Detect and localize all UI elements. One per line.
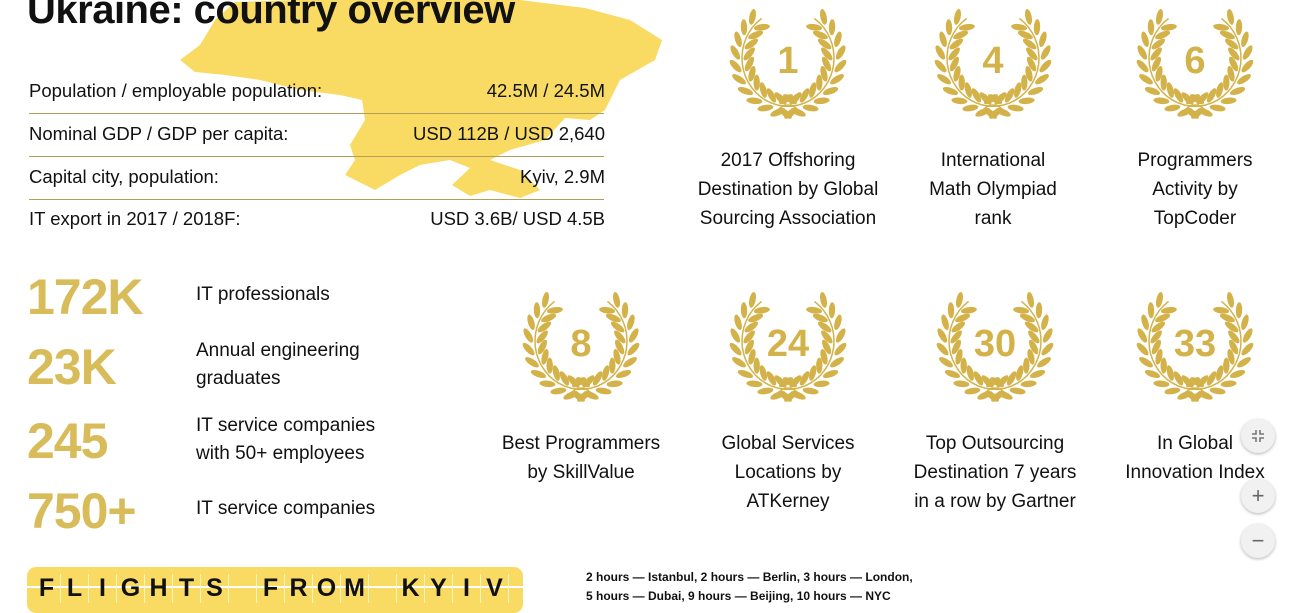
minus-icon: − xyxy=(1251,528,1265,553)
award-caption-line: Global Services xyxy=(721,433,855,454)
award-rank: 24 xyxy=(767,323,809,365)
award: 30 Top Outsourcing Destination 7 years in a… xyxy=(895,283,1095,516)
fit-screen-icon xyxy=(1252,430,1264,442)
award-caption: Top Outsourcing Destination 7 years in a r… xyxy=(895,429,1095,516)
award-caption-line: Sourcing Association xyxy=(699,208,877,229)
award-caption-line: Best Programmers xyxy=(501,433,661,454)
fact-value: USD 3.6B/ USD 4.5B xyxy=(430,208,605,229)
award-caption-line: TopCoder xyxy=(1153,208,1237,229)
award-caption: 2017 Offshoring Destination by Global Sour… xyxy=(688,146,888,233)
divider xyxy=(29,113,604,114)
page-title: Ukraine: country overview xyxy=(27,0,515,32)
zoom-in-button[interactable]: + xyxy=(1241,479,1275,513)
stat-label: IT service companies xyxy=(196,495,375,523)
award-caption-line: Programmers xyxy=(1137,150,1253,171)
stat-label-line: Annual engineering xyxy=(196,340,360,361)
stat-number: 172K xyxy=(27,269,144,325)
fact-label: Capital city, population: xyxy=(29,166,219,187)
award-caption-line: ATKerney xyxy=(746,491,830,512)
fit-screen-button[interactable] xyxy=(1241,419,1275,453)
award-caption: International Math Olympiad rank xyxy=(893,146,1093,233)
laurel-wreath-icon xyxy=(729,292,847,402)
divider xyxy=(29,199,604,200)
award-caption-line: Destination by Global xyxy=(697,179,879,200)
plus-icon: + xyxy=(1251,483,1265,508)
award-caption-line: Locations by xyxy=(734,462,842,483)
fact-row: Population / employable population: 42.5M… xyxy=(29,79,605,103)
award-rank: 8 xyxy=(570,323,591,365)
stat-label-line: IT professionals xyxy=(196,284,330,305)
award-caption-line: Destination 7 years xyxy=(913,462,1077,483)
award-caption: Programmers Activity by TopCoder xyxy=(1095,146,1295,233)
fact-label: Population / employable population: xyxy=(29,80,323,101)
ukraine-map xyxy=(180,0,662,198)
award-caption-line: in a row by Gartner xyxy=(914,491,1076,512)
fact-label: Nominal GDP / GDP per capita: xyxy=(29,123,289,144)
award: 1 2017 Offshoring Destination by Global Sou… xyxy=(688,0,888,233)
award-caption-line: Math Olympiad xyxy=(929,179,1057,200)
stat-number: 750+ xyxy=(27,483,137,539)
award: 4 International Math Olympiad rank xyxy=(893,0,1093,233)
stat-label: Annual engineering graduates xyxy=(196,337,360,393)
zoom-out-button[interactable]: − xyxy=(1241,524,1275,558)
laurel-wreath-icon xyxy=(729,9,847,119)
flight-times-line-1: 2 hours — Istanbul, 2 hours — Berlin, 3 … xyxy=(586,570,913,584)
award-caption-line: Top Outsourcing xyxy=(925,433,1065,454)
stat-label: IT service companies with 50+ employees xyxy=(196,412,375,468)
award-caption: In Global Innovation Index xyxy=(1095,429,1295,487)
award-caption: Global Services Locations by ATKerney xyxy=(688,429,888,516)
flight-times-line-2: 5 hours — Dubai, 9 hours — Beijing, 10 h… xyxy=(586,589,891,603)
fact-label: IT export in 2017 / 2018F: xyxy=(29,208,241,229)
laurel-wreath-icon xyxy=(522,292,640,402)
stat-label-line: graduates xyxy=(196,368,281,389)
award-caption-line: 2017 Offshoring xyxy=(720,150,856,171)
award-caption-line: Innovation Index xyxy=(1125,462,1265,483)
award: 33 In Global Innovation Index xyxy=(1095,283,1295,487)
award-rank: 4 xyxy=(982,40,1003,82)
divider xyxy=(29,156,604,157)
award-caption-line: Activity by xyxy=(1152,179,1238,200)
award-caption-line: In Global xyxy=(1156,433,1234,454)
fact-row: IT export in 2017 / 2018F: USD 3.6B/ USD … xyxy=(29,207,605,231)
award: 24 Global Services Locations by ATKerney xyxy=(688,283,888,516)
award-caption-line: by SkillValue xyxy=(527,462,635,483)
stat-number: 23K xyxy=(27,339,117,395)
award-caption-line: International xyxy=(940,150,1046,171)
award-rank: 1 xyxy=(777,40,798,82)
fact-row: Capital city, population: Kyiv, 2.9M xyxy=(29,165,605,189)
award-rank: 6 xyxy=(1184,40,1205,82)
award-rank: 33 xyxy=(1174,323,1216,365)
fact-value: USD 112B / USD 2,640 xyxy=(413,123,605,144)
fact-row: Nominal GDP / GDP per capita: USD 112B / … xyxy=(29,122,605,146)
stat-label-line: with 50+ employees xyxy=(196,443,365,464)
laurel-wreath-icon xyxy=(1136,9,1254,119)
laurel-wreath-icon xyxy=(1136,292,1254,402)
laurel-wreath-icon xyxy=(934,9,1052,119)
stat-label-line: IT service companies xyxy=(196,498,376,519)
stat-label-line: IT service companies xyxy=(196,415,376,436)
award-rank: 30 xyxy=(974,323,1016,365)
award-caption-line: rank xyxy=(974,208,1012,229)
fact-value: Kyiv, 2.9M xyxy=(520,166,605,187)
laurel-wreath-icon xyxy=(936,292,1054,402)
fact-value: 42.5M / 24.5M xyxy=(486,80,605,101)
award: 8 Best Programmers by SkillValue xyxy=(481,283,681,487)
stat-label: IT professionals xyxy=(196,281,330,309)
award-caption: Best Programmers by SkillValue xyxy=(481,429,681,487)
stat-number: 245 xyxy=(27,413,108,469)
award: 6 Programmers Activity by TopCoder xyxy=(1095,0,1295,233)
